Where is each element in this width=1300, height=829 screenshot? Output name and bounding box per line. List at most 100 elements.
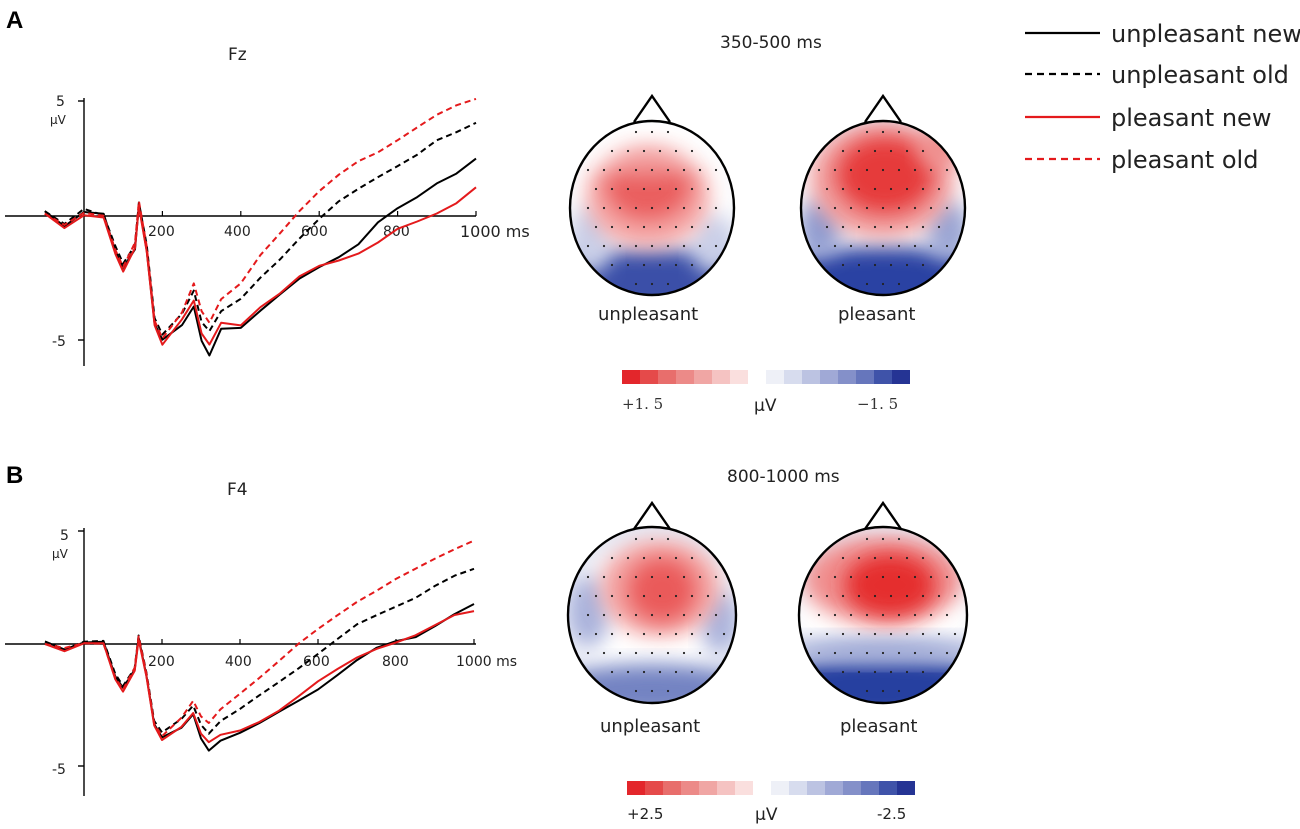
electrode-b-unpleasant-41	[642, 632, 646, 636]
electrode-a-unpleasant-8	[690, 149, 694, 153]
y-tick-label-b-5: 5	[60, 528, 69, 544]
electrode-a-unpleasant-57	[690, 263, 694, 267]
electrode-b-pleasant-39	[841, 632, 845, 636]
electrode-a-pleasant-48	[897, 244, 901, 248]
colorbar-a-swatch-9	[784, 370, 802, 384]
electrode-a-unpleasant-51	[714, 244, 718, 248]
electrode-a-unpleasant-53	[626, 263, 630, 267]
electrode-b-unpleasant-34	[682, 613, 686, 617]
erp-plot-a: 5 μV -5 200 400 600 800 1000 ms	[5, 94, 530, 366]
electrode-b-unpleasant-17	[714, 575, 718, 579]
colorbar-b-swatch-10	[807, 781, 825, 795]
electrode-a-pleasant-8	[921, 149, 925, 153]
electrode-b-pleasant-1	[881, 537, 885, 541]
electrode-a-pleasant-59	[881, 282, 885, 286]
head-outline-a-pleasant	[799, 119, 967, 297]
electrode-b-pleasant-52	[897, 651, 901, 655]
electrode-a-unpleasant-21	[642, 187, 646, 191]
colorbar-b-swatch-3	[681, 781, 699, 795]
series-b-pleasant-new	[44, 610, 475, 744]
electrode-a-unpleasant-27	[602, 206, 606, 210]
electrode-b-unpleasant-20	[610, 594, 614, 598]
series-a-unpleasant-old	[44, 121, 477, 336]
electrode-b-pleasant-50	[865, 651, 869, 655]
electrode-a-unpleasant-5	[642, 149, 646, 153]
electrode-a-pleasant-23	[905, 187, 909, 191]
electrode-a-pleasant-18	[825, 187, 829, 191]
electrode-a-unpleasant-11	[618, 168, 622, 172]
electrode-a-pleasant-50	[929, 244, 933, 248]
electrode-a-unpleasant-12	[634, 168, 638, 172]
electrode-b-pleasant-33	[897, 613, 901, 617]
legend-label-unpleasant-old: unpleasant old	[1111, 61, 1289, 89]
colorbar-a-swatch-10	[802, 370, 820, 384]
colorbar-a-swatch-1	[640, 370, 658, 384]
electrode-a-unpleasant-40	[674, 225, 678, 229]
electrode-b-pleasant-51	[881, 651, 885, 655]
legend: unpleasant new unpleasant old pleasant n…	[1025, 20, 1300, 174]
electrode-b-pleasant-49	[849, 651, 853, 655]
electrode-a-unpleasant-50	[698, 244, 702, 248]
electrode-b-pleasant-2	[897, 537, 901, 541]
electrode-b-unpleasant-57	[626, 670, 630, 674]
electrode-b-pleasant-25	[921, 594, 925, 598]
electrode-b-unpleasant-60	[674, 670, 678, 674]
electrode-b-pleasant-64	[897, 689, 901, 693]
electrode-a-pleasant-38	[873, 225, 877, 229]
series-a-pleasant-new	[44, 186, 477, 346]
electrode-a-unpleasant-25	[706, 187, 710, 191]
topomap-b-unpleasant: unpleasant	[566, 500, 738, 737]
electrode-b-pleasant-10	[833, 575, 837, 579]
legend-item-unpleasant-new: unpleasant new	[1025, 20, 1300, 48]
colorbar-a-swatch-12	[838, 370, 856, 384]
electrode-a-unpleasant-58	[634, 282, 638, 286]
electrode-a-pleasant-43	[817, 244, 821, 248]
topomap-a-pleasant: pleasant	[799, 93, 967, 325]
electrode-b-pleasant-16	[929, 575, 933, 579]
electrode-b-pleasant-63	[881, 689, 885, 693]
colorbar-b-swatch-12	[843, 781, 861, 795]
electrode-b-pleasant-4	[857, 556, 861, 560]
electrode-a-pleasant-1	[881, 130, 885, 134]
electrode-a-pleasant-11	[849, 168, 853, 172]
nose-a-pleasant	[864, 93, 902, 123]
electrode-a-unpleasant-36	[610, 225, 614, 229]
legend-label-pleasant-new: pleasant new	[1111, 104, 1271, 132]
electrode-b-unpleasant-23	[658, 594, 662, 598]
electrode-a-pleasant-4	[857, 149, 861, 153]
electrode-a-pleasant-57	[921, 263, 925, 267]
electrode-a-pleasant-29	[865, 206, 869, 210]
electrode-b-unpleasant-30	[618, 613, 622, 617]
electrode-a-unpleasant-37	[626, 225, 630, 229]
colorbar-a-min-label: −1. 5	[857, 395, 898, 413]
condition-label-b-unpleasant: unpleasant	[600, 716, 700, 737]
colorbar-a-swatch-8	[766, 370, 784, 384]
electrode-a-pleasant-36	[841, 225, 845, 229]
electrode-a-unpleasant-0	[634, 130, 638, 134]
electrode-a-pleasant-5	[873, 149, 877, 153]
colorbar-a-swatch-3	[676, 370, 694, 384]
electrode-a-unpleasant-7	[674, 149, 678, 153]
colorbar-b-min-label: -2.5	[877, 805, 906, 823]
electrode-a-pleasant-25	[937, 187, 941, 191]
topomap-a-unpleasant: unpleasant	[568, 93, 736, 325]
electrode-a-pleasant-33	[929, 206, 933, 210]
electrode-b-unpleasant-26	[706, 594, 710, 598]
electrode-b-unpleasant-3	[610, 556, 614, 560]
electrode-a-pleasant-15	[913, 168, 917, 172]
electrode-b-unpleasant-35	[698, 613, 702, 617]
electrode-b-unpleasant-13	[650, 575, 654, 579]
electrode-b-pleasant-9	[817, 575, 821, 579]
electrode-b-unpleasant-10	[602, 575, 606, 579]
electrode-b-unpleasant-6	[658, 556, 662, 560]
colorbar-b: +2.5 μV -2.5	[627, 781, 915, 825]
panel-b: B F4 5 μV -5 200 400 600 800 1000 ms 800…	[5, 462, 969, 825]
panel-a: A Fz 5 μV -5 200 400 600 800 1000 ms 350…	[5, 7, 967, 416]
electrode-a-pleasant-44	[833, 244, 837, 248]
electrode-b-pleasant-38	[825, 632, 829, 636]
electrode-a-pleasant-42	[937, 225, 941, 229]
electrode-a-pleasant-30	[881, 206, 885, 210]
electrode-a-unpleasant-42	[706, 225, 710, 229]
colorbar-a-swatch-11	[820, 370, 838, 384]
electrode-b-pleasant-42	[889, 632, 893, 636]
